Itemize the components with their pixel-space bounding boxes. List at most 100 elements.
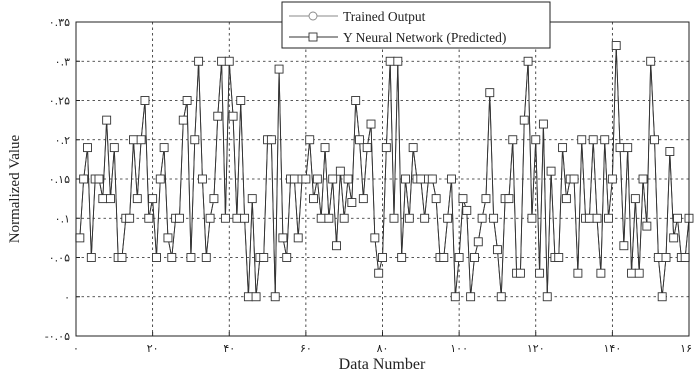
data-point-square xyxy=(106,194,115,204)
data-point-square xyxy=(320,143,330,153)
data-point-square xyxy=(577,135,587,145)
data-point-square xyxy=(573,268,583,278)
data-point-square xyxy=(182,96,192,105)
data-point-square xyxy=(531,135,541,145)
data-point-square xyxy=(489,213,499,223)
x-tick-label: ۱۲۰ xyxy=(527,342,545,355)
data-point-square xyxy=(439,253,449,262)
y-tick-label: ۰ xyxy=(64,291,70,304)
x-axis-ticks: ۰ ۲۰ ۴۰ ۶۰ ۸۰ ۱۰۰ ۱۲۰ ۱۴۰ ۱۶ xyxy=(73,332,692,355)
data-point-square xyxy=(646,56,656,66)
data-point-square xyxy=(558,143,568,153)
data-point-square xyxy=(657,292,667,302)
y-tick-label: -۰.۰۵ xyxy=(45,330,70,343)
legend-label-trained-output: Trained Output xyxy=(343,9,426,24)
data-point-square xyxy=(496,292,506,302)
data-point-square xyxy=(305,135,315,145)
data-point-square xyxy=(186,253,196,262)
data-point-square xyxy=(408,143,418,153)
data-point-square xyxy=(473,237,483,247)
data-point-square xyxy=(385,56,395,66)
data-point-square xyxy=(554,253,564,262)
y-axis-ticks: -۰.۰۵ ۰ ۰.۰۵ ۰.۱ ۰.۱۵ ۰.۲ ۰.۲۵ ۰.۳ ۰.۳۵ xyxy=(45,16,80,343)
data-point-square xyxy=(358,194,368,204)
data-point-square xyxy=(220,213,230,223)
data-point-square xyxy=(515,268,525,278)
data-point-square xyxy=(381,143,391,153)
data-point-square xyxy=(174,213,184,223)
data-point-square xyxy=(431,194,441,204)
data-point-square xyxy=(366,119,376,129)
x-tick-label: ۱۴۰ xyxy=(604,342,622,355)
data-point-square xyxy=(217,56,227,66)
data-point-square xyxy=(538,119,548,129)
data-point-square xyxy=(627,268,636,278)
data-point-square xyxy=(347,198,357,208)
y-tick-label: ۰.۱ xyxy=(55,212,70,225)
data-point-square xyxy=(266,135,276,145)
data-point-square xyxy=(289,174,299,184)
data-point-square xyxy=(351,96,361,105)
data-point-square xyxy=(481,194,491,204)
data-point-square xyxy=(125,213,135,223)
data-point-square xyxy=(485,88,495,98)
data-point-square xyxy=(542,292,552,302)
data-point-square xyxy=(370,233,380,243)
x-axis-label: Data Number xyxy=(339,356,426,373)
data-point-square xyxy=(642,221,652,231)
data-point-square xyxy=(83,143,92,153)
data-point-square xyxy=(232,213,242,223)
data-point-square xyxy=(259,253,269,262)
data-point-square xyxy=(152,253,161,262)
data-point-square xyxy=(454,253,464,262)
data-point-square xyxy=(159,143,169,153)
data-point-square xyxy=(561,194,571,204)
data-point-square xyxy=(324,213,334,223)
legend-circle-marker xyxy=(308,11,318,21)
data-point-square xyxy=(630,194,640,204)
data-point-square xyxy=(466,292,476,302)
data-point-square xyxy=(240,213,250,223)
data-point-square xyxy=(607,174,617,184)
x-tick-label: ۱۶ xyxy=(680,342,692,355)
data-point-square xyxy=(416,174,426,184)
data-point-square xyxy=(673,213,682,223)
data-point-square xyxy=(109,143,119,153)
data-point-square xyxy=(355,135,364,145)
legend: Trained Output Y Neural Network (Predict… xyxy=(281,1,551,49)
data-point-square xyxy=(270,292,280,302)
data-point-square xyxy=(243,292,253,302)
plot-frame xyxy=(75,21,690,337)
data-point-square xyxy=(397,253,407,262)
data-point-square xyxy=(592,213,602,223)
data-point-square xyxy=(401,174,410,184)
data-point-square xyxy=(470,253,479,262)
data-point-square xyxy=(228,111,238,121)
data-point-square xyxy=(527,213,537,223)
data-point-square xyxy=(600,135,610,145)
data-point-square xyxy=(653,253,663,262)
data-point-square xyxy=(282,253,292,262)
y-tick-label: ۰.۲ xyxy=(55,134,70,147)
data-point-square xyxy=(661,253,671,262)
data-point-square xyxy=(148,194,158,204)
legend-item-trained-output: Trained Output xyxy=(289,9,426,24)
data-point-square xyxy=(98,194,108,204)
data-point-square xyxy=(102,115,112,125)
data-point-square xyxy=(623,143,633,153)
data-point-square xyxy=(378,253,387,262)
data-point-square xyxy=(274,64,284,74)
data-point-square xyxy=(535,268,545,278)
data-point-square xyxy=(508,135,518,145)
y-tick-label: ۰.۲۵ xyxy=(49,95,70,108)
series-layer xyxy=(75,41,694,302)
data-point-square xyxy=(328,174,338,184)
data-point-square xyxy=(312,174,322,184)
data-point-square xyxy=(332,241,341,251)
x-tick-label: ۴۰ xyxy=(223,342,235,355)
data-point-square xyxy=(443,213,453,223)
data-point-square xyxy=(546,166,556,176)
data-point-square xyxy=(450,292,460,302)
data-point-square xyxy=(167,253,177,262)
